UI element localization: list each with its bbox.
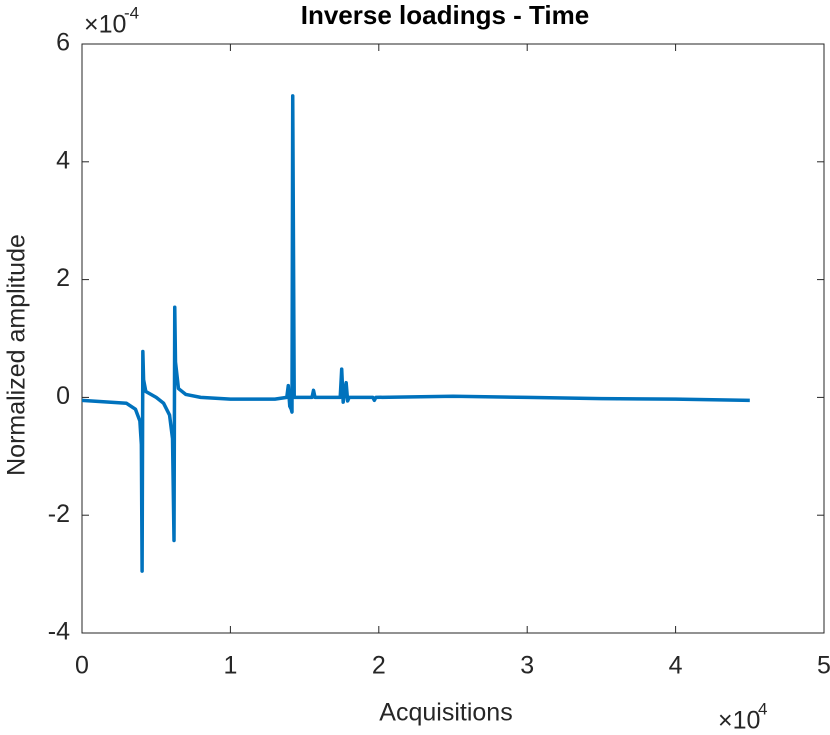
y-tick-label: 0 <box>56 382 70 410</box>
y-multiplier-exponent: -4 <box>124 3 139 22</box>
x-tick-label: 0 <box>75 652 89 680</box>
y-multiplier: ×10 <box>84 11 126 39</box>
y-tick-label: 4 <box>56 146 70 174</box>
x-tick-label: 1 <box>223 652 237 680</box>
plot-box <box>81 43 825 634</box>
x-axis-label: Acquisitions <box>379 699 512 727</box>
y-tick-label: 2 <box>56 264 70 292</box>
x-tick-label: 3 <box>520 652 534 680</box>
x-multiplier: ×10 <box>718 707 760 735</box>
x-multiplier-exponent: 4 <box>758 699 767 718</box>
y-tick-label: 6 <box>56 29 70 57</box>
y-tick-label: -2 <box>48 500 70 528</box>
y-tick-label: -4 <box>48 618 70 646</box>
x-tick-label: 2 <box>372 652 386 680</box>
data-line <box>81 94 750 573</box>
x-tick-label: 5 <box>817 652 830 680</box>
chart-title: Inverse loadings - Time <box>301 0 590 30</box>
x-tick-label: 4 <box>669 652 683 680</box>
y-axis-label: Normalized amplitude <box>3 234 31 476</box>
